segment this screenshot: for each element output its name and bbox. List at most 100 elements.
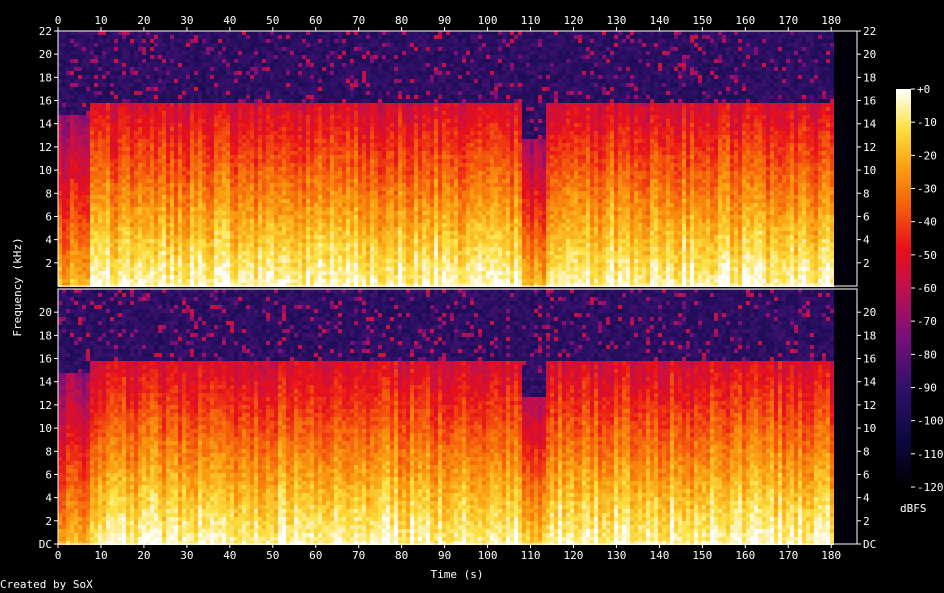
heat-cell xyxy=(338,51,342,55)
heat-cell xyxy=(314,147,318,151)
heat-cell xyxy=(82,95,86,99)
heat-cell xyxy=(350,123,354,127)
heat-cell xyxy=(178,71,182,75)
heat-cell xyxy=(126,195,130,199)
heat-cell xyxy=(158,67,162,71)
heat-cell xyxy=(274,279,278,283)
heat-cell xyxy=(58,147,62,151)
heat-cell xyxy=(158,47,162,51)
heat-cell xyxy=(250,99,254,103)
heat-cell xyxy=(94,71,98,75)
heat-cell xyxy=(82,215,86,219)
heat-cell xyxy=(134,127,138,131)
heat-cell xyxy=(110,107,114,111)
heat-cell xyxy=(82,159,86,163)
heat-cell xyxy=(174,163,178,167)
heat-cell xyxy=(330,271,334,275)
heat-cell xyxy=(206,223,210,227)
heat-cell xyxy=(178,91,182,95)
heat-cell xyxy=(186,123,190,127)
heat-cell xyxy=(62,155,66,159)
heat-cell xyxy=(222,223,226,227)
heat-cell xyxy=(190,159,194,163)
heat-cell xyxy=(174,247,178,251)
heat-cell xyxy=(270,31,274,35)
heat-cell xyxy=(114,31,118,35)
heat-cell xyxy=(166,155,170,159)
heat-cell xyxy=(342,135,346,139)
heat-cell xyxy=(342,87,346,91)
heat-cell xyxy=(274,247,278,251)
heat-cell xyxy=(142,131,146,135)
heat-cell xyxy=(134,199,138,203)
heat-cell xyxy=(114,63,118,67)
heat-cell xyxy=(74,151,78,155)
heat-cell xyxy=(106,223,110,227)
heat-cell xyxy=(294,191,298,195)
heat-cell xyxy=(114,75,118,79)
heat-cell xyxy=(102,111,106,115)
heat-cell xyxy=(86,255,90,259)
heat-cell xyxy=(170,227,174,231)
heat-cell xyxy=(286,283,290,287)
heat-cell xyxy=(206,143,210,147)
heat-cell xyxy=(306,283,310,287)
heat-cell xyxy=(346,63,350,67)
heat-cell xyxy=(66,167,70,171)
heat-cell xyxy=(82,103,86,107)
heat-cell xyxy=(338,255,342,259)
heat-cell xyxy=(134,235,138,239)
heat-cell xyxy=(122,255,126,259)
heat-cell xyxy=(358,151,362,155)
heat-cell xyxy=(146,219,150,223)
heat-cell xyxy=(166,115,170,119)
heat-cell xyxy=(146,175,150,179)
heat-cell xyxy=(354,179,358,183)
heat-cell xyxy=(166,111,170,115)
heat-cell xyxy=(226,147,230,151)
heat-cell xyxy=(138,243,142,247)
heat-cell xyxy=(282,255,286,259)
heat-cell xyxy=(106,143,110,147)
heat-cell xyxy=(230,203,234,207)
heat-cell xyxy=(182,75,186,79)
heat-cell xyxy=(138,263,142,267)
heat-cell xyxy=(154,139,158,143)
heat-cell xyxy=(210,215,214,219)
heat-cell xyxy=(318,211,322,215)
heat-cell xyxy=(242,83,246,87)
heat-cell xyxy=(266,187,270,191)
heat-cell xyxy=(314,243,318,247)
heat-cell xyxy=(150,163,154,167)
heat-cell xyxy=(202,87,206,91)
heat-cell xyxy=(338,187,342,191)
heat-cell xyxy=(346,283,350,287)
heat-cell xyxy=(118,211,122,215)
heat-cell xyxy=(86,83,90,87)
heat-cell xyxy=(62,175,66,179)
heat-cell xyxy=(222,43,226,47)
heat-cell xyxy=(250,35,254,39)
heat-cell xyxy=(342,255,346,259)
heat-cell xyxy=(98,91,102,95)
heat-cell xyxy=(358,35,362,39)
heat-cell xyxy=(234,163,238,167)
heat-cell xyxy=(342,223,346,227)
heat-cell xyxy=(62,99,66,103)
heat-cell xyxy=(74,267,78,271)
heat-cell xyxy=(90,167,94,171)
heat-cell xyxy=(126,39,130,43)
heat-cell xyxy=(70,59,74,63)
heat-cell xyxy=(82,119,86,123)
heat-cell xyxy=(118,243,122,247)
heat-cell xyxy=(234,59,238,63)
heat-cell xyxy=(306,135,310,139)
heat-cell xyxy=(294,155,298,159)
heat-cell xyxy=(170,171,174,175)
heat-cell xyxy=(90,91,94,95)
heat-cell xyxy=(190,223,194,227)
heat-cell xyxy=(146,199,150,203)
heat-cell xyxy=(118,115,122,119)
heat-cell xyxy=(314,267,318,271)
heat-cell xyxy=(134,135,138,139)
